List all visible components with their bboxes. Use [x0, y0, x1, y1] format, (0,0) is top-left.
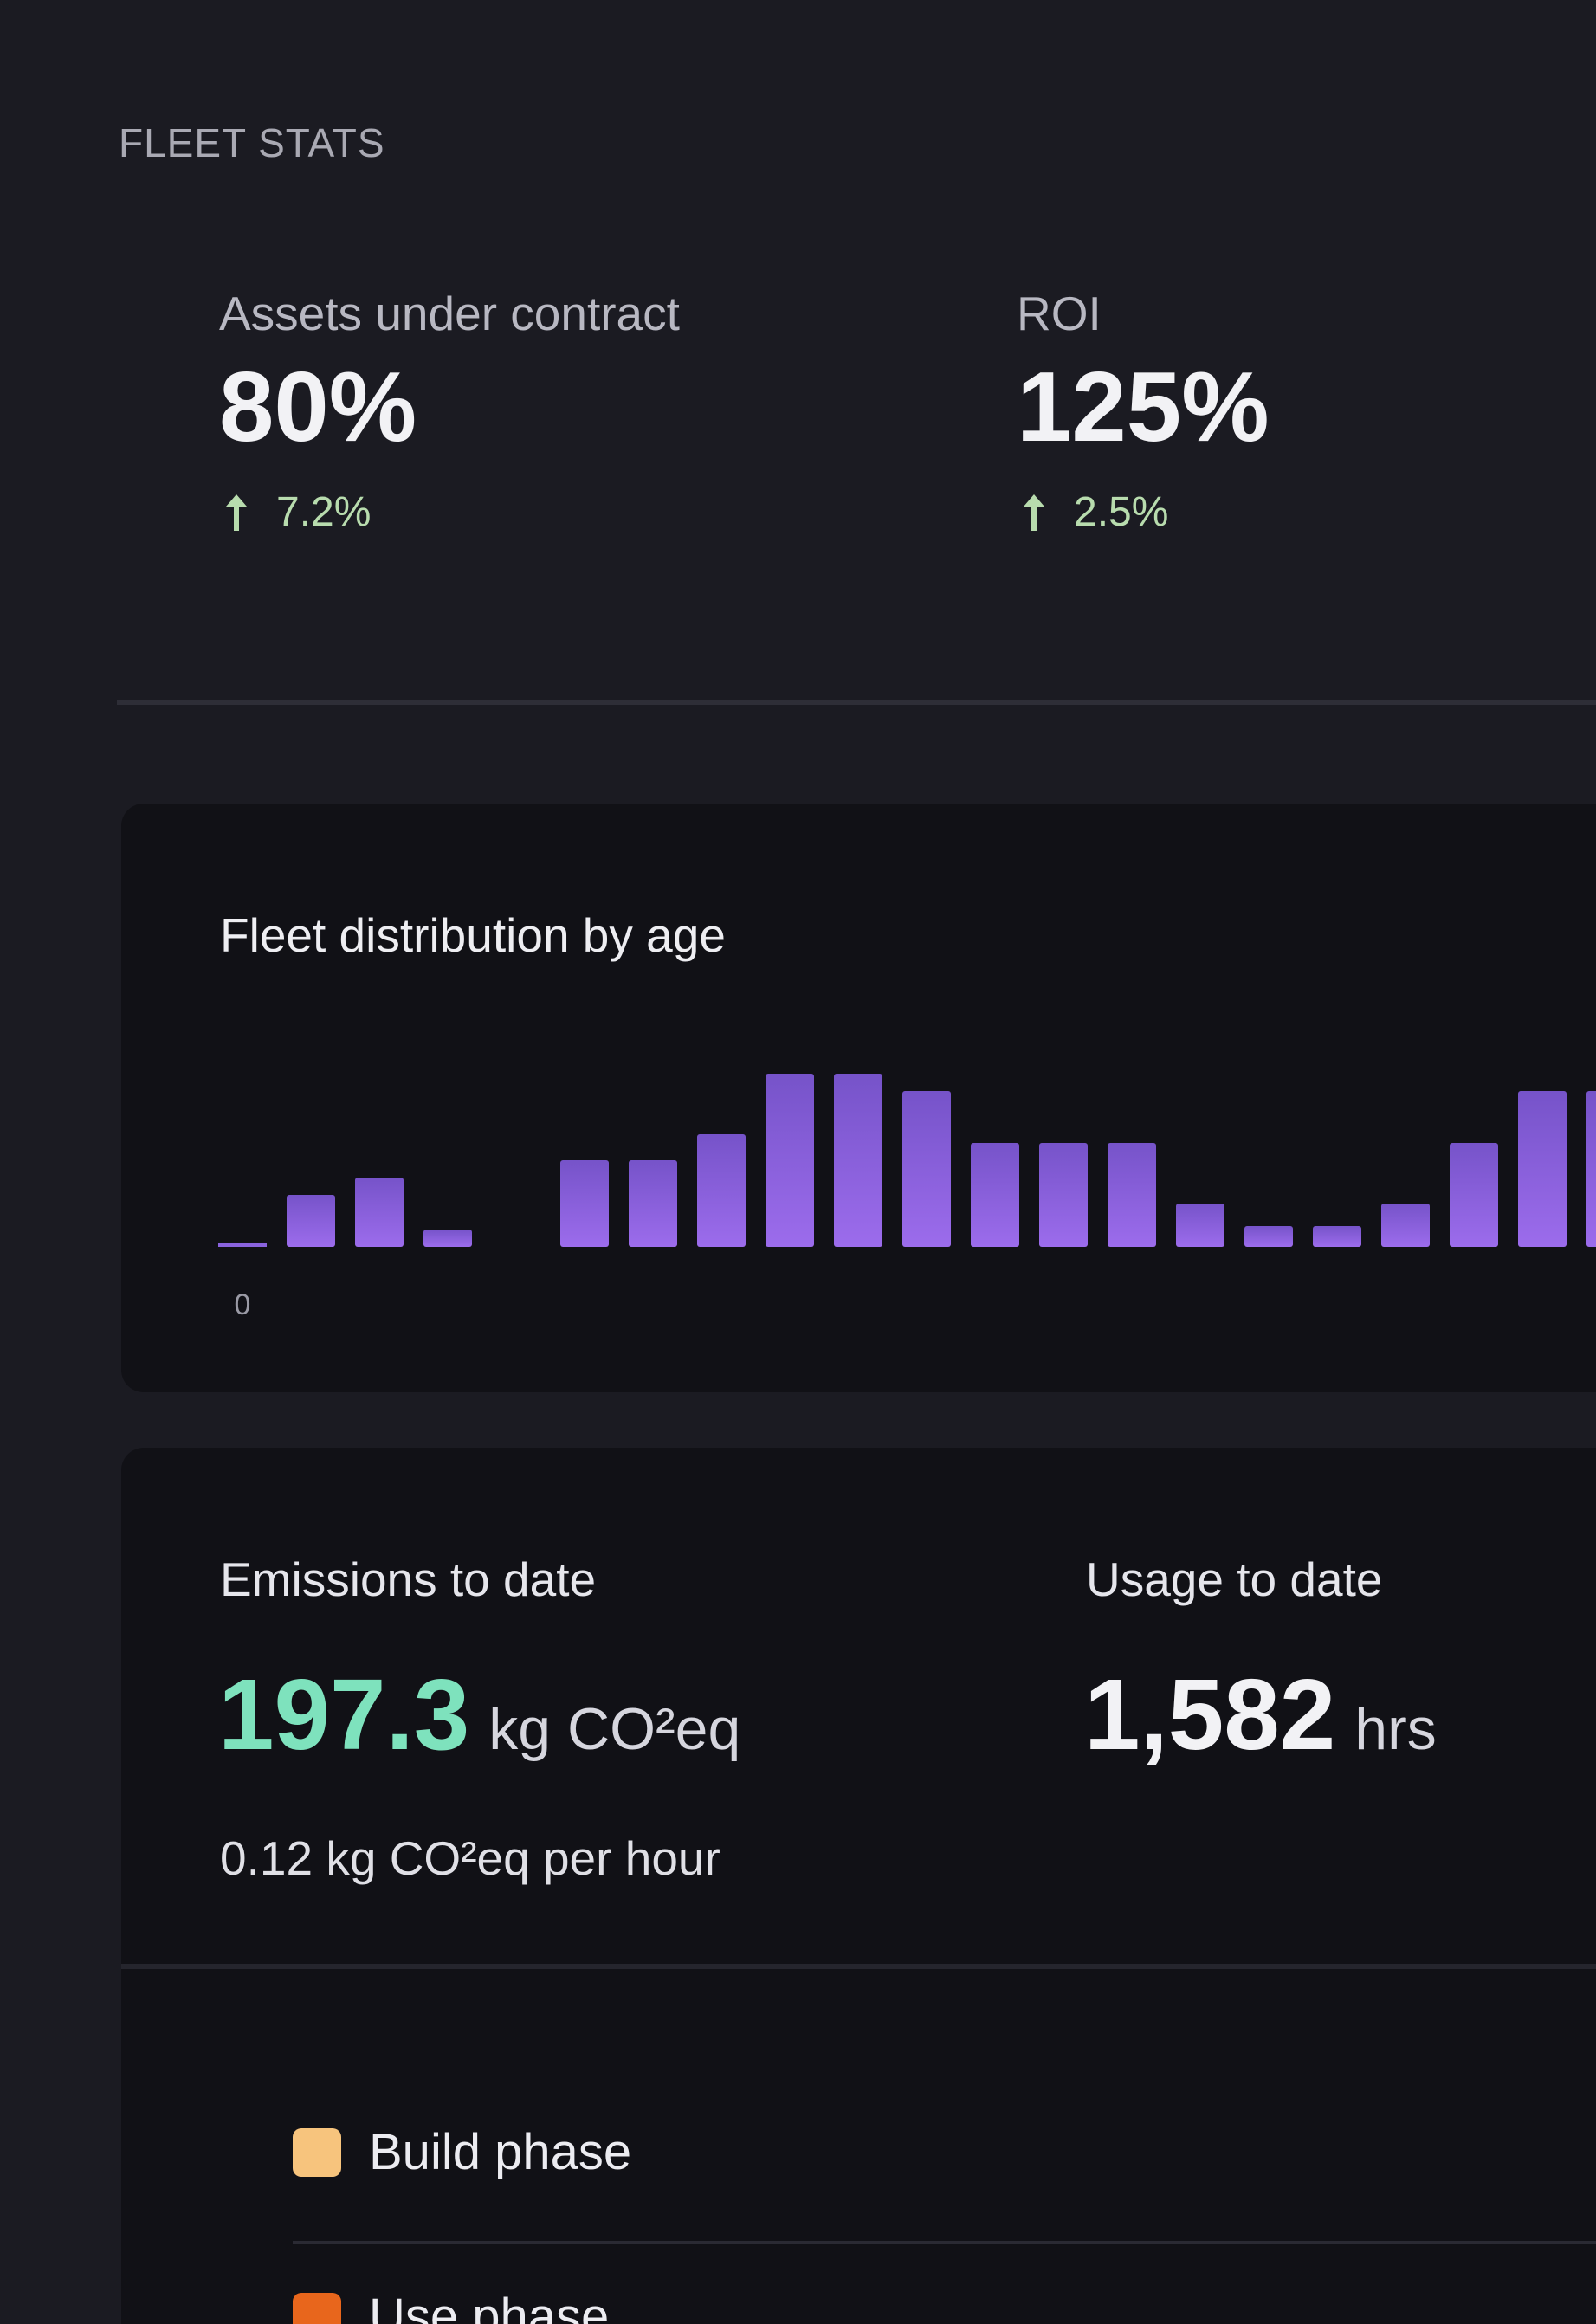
bar-12: [1039, 1143, 1088, 1247]
bar-14: [1176, 1204, 1224, 1247]
chart-title: Fleet distribution by age: [220, 908, 726, 962]
use-phase-swatch: [293, 2292, 341, 2324]
emissions-per-hour: 0.12 kg CO²eq per hour: [220, 1831, 720, 1885]
emissions-label: Emissions to date: [220, 1553, 597, 1606]
bar-3: [423, 1230, 472, 1247]
emissions-card: Emissions to date 197.3 kg CO²eq 0.12 kg …: [121, 1448, 1596, 2324]
stat-roi: ROI 125% 2.5%: [1017, 286, 1270, 536]
section-divider: [117, 700, 1596, 705]
bar-20: [1586, 1091, 1596, 1247]
usage-value: 1,582: [1084, 1658, 1336, 1771]
stat-label: Assets under contract: [219, 287, 680, 340]
bar-10: [902, 1091, 951, 1247]
stat-change-value: 7.2%: [276, 489, 372, 535]
fleet-distribution-chart: 0: [218, 1074, 1596, 1321]
arrow-up-icon: [226, 494, 247, 531]
section-title: FLEET STATS: [119, 120, 385, 165]
bar-8: [766, 1074, 814, 1247]
bar-19: [1518, 1091, 1567, 1247]
stat-value: 80%: [219, 352, 417, 462]
fleet-distribution-card: Fleet distribution by age 0: [121, 804, 1596, 1392]
phase-row-use: Use phase: [293, 2288, 1596, 2324]
emissions-value: 197.3: [218, 1658, 470, 1771]
bar-2: [355, 1178, 404, 1247]
bar-5: [560, 1160, 609, 1247]
bar-9: [834, 1074, 882, 1247]
stat-change-value: 2.5%: [1074, 489, 1169, 535]
phase-label: Use phase: [369, 2288, 610, 2324]
bar-0: [218, 1243, 267, 1247]
emissions-unit: kg CO²eq: [488, 1696, 741, 1762]
bar-1: [287, 1195, 335, 1247]
usage-label: Usage to date: [1086, 1553, 1383, 1606]
x-tick-label: 0: [235, 1288, 251, 1321]
bar-17: [1381, 1204, 1430, 1247]
stat-change: 7.2%: [219, 488, 680, 536]
bar-6: [629, 1160, 677, 1247]
stat-assets-under-contract: Assets under contract 80% 7.2%: [219, 286, 680, 536]
emissions-value-row: 197.3 kg CO²eq: [218, 1664, 740, 1765]
bar-7: [697, 1134, 746, 1247]
bar-18: [1450, 1143, 1498, 1247]
arrow-up-icon: [1024, 494, 1044, 531]
phase-label: Build phase: [369, 2124, 632, 2180]
card-divider: [121, 1964, 1596, 1969]
stat-label: ROI: [1017, 287, 1102, 340]
stat-change: 2.5%: [1017, 488, 1270, 536]
build-phase-swatch: [293, 2127, 341, 2177]
usage-unit: hrs: [1354, 1696, 1437, 1762]
phase-row-build: Build phase 157: [293, 2123, 1596, 2181]
bar-13: [1108, 1143, 1156, 1247]
phase-divider: [293, 2241, 1596, 2244]
stat-value: 125%: [1017, 352, 1270, 462]
bar-15: [1244, 1226, 1293, 1247]
bar-16: [1313, 1226, 1361, 1247]
bar-11: [971, 1143, 1019, 1247]
usage-value-row: 1,582 hrs: [1084, 1664, 1437, 1765]
